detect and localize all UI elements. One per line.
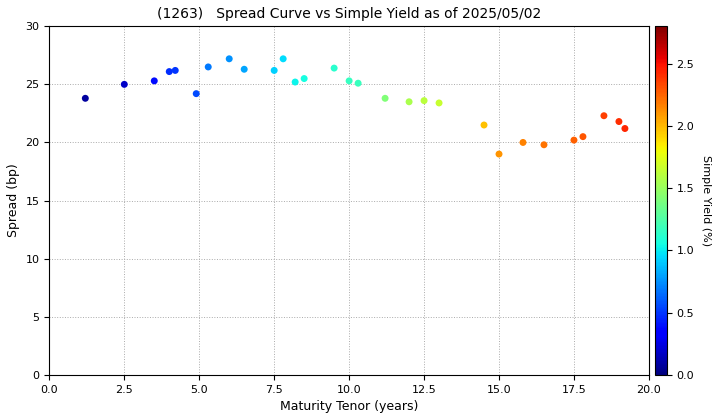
Title: (1263)   Spread Curve vs Simple Yield as of 2025/05/02: (1263) Spread Curve vs Simple Yield as o… (157, 7, 541, 21)
Point (379, 95, 391, 102)
Point (191, 90, 202, 97)
Point (598, 113, 610, 119)
Point (119, 81, 130, 88)
X-axis label: Maturity Tenor (years): Maturity Tenor (years) (280, 400, 418, 413)
Y-axis label: Spread (bp): Spread (bp) (7, 164, 20, 237)
Point (568, 137, 580, 144)
Point (269, 67, 280, 74)
Point (619, 125, 631, 132)
Point (517, 139, 528, 146)
Point (223, 55, 235, 62)
Point (289, 79, 301, 85)
Point (163, 68, 175, 75)
Point (277, 55, 289, 62)
Point (328, 65, 340, 71)
Point (433, 100, 445, 106)
Point (169, 67, 181, 74)
Point (343, 78, 355, 84)
Point (493, 151, 505, 158)
Point (577, 133, 589, 140)
Point (298, 75, 310, 82)
Point (202, 63, 214, 70)
Point (539, 142, 550, 148)
Point (148, 78, 160, 84)
Point (80, 95, 91, 102)
Y-axis label: Simple Yield (%): Simple Yield (%) (701, 155, 711, 246)
Point (238, 66, 250, 73)
Point (613, 118, 625, 125)
Point (418, 97, 430, 104)
Point (352, 80, 364, 87)
Point (478, 122, 490, 129)
Point (403, 98, 415, 105)
